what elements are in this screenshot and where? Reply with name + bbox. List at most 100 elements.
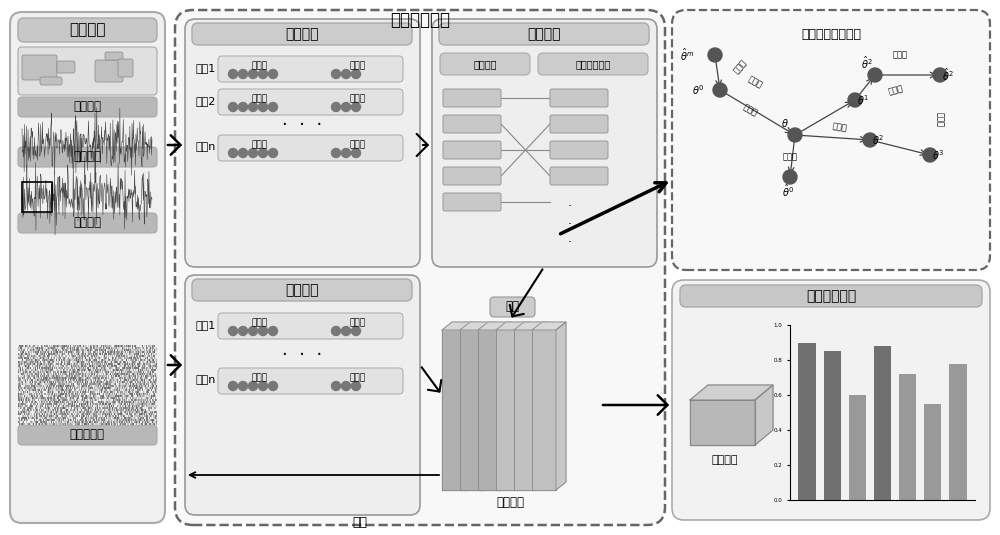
Text: 查询集: 查询集 xyxy=(746,74,764,90)
Text: 任务n: 任务n xyxy=(196,375,216,385)
Polygon shape xyxy=(478,330,502,490)
Circle shape xyxy=(352,326,360,335)
Text: 任务排序: 任务排序 xyxy=(527,27,561,41)
Circle shape xyxy=(923,148,937,162)
FancyBboxPatch shape xyxy=(550,89,608,107)
FancyBboxPatch shape xyxy=(40,77,62,85)
Circle shape xyxy=(258,103,268,111)
Circle shape xyxy=(352,103,360,111)
FancyBboxPatch shape xyxy=(443,141,501,159)
FancyBboxPatch shape xyxy=(218,313,403,339)
Text: 支持集: 支持集 xyxy=(732,58,748,75)
Polygon shape xyxy=(514,330,538,490)
Circle shape xyxy=(708,48,722,62)
Text: 查询集: 查询集 xyxy=(350,141,366,149)
Circle shape xyxy=(239,381,248,391)
Circle shape xyxy=(228,149,238,157)
Circle shape xyxy=(332,381,340,391)
Circle shape xyxy=(342,381,351,391)
Text: ·
·
·: · · · xyxy=(568,201,572,249)
Text: 微调: 微调 xyxy=(352,516,368,530)
FancyBboxPatch shape xyxy=(680,285,982,307)
FancyBboxPatch shape xyxy=(218,89,403,115)
Polygon shape xyxy=(755,385,773,445)
Circle shape xyxy=(239,326,248,335)
Text: 支持集: 支持集 xyxy=(252,62,268,71)
Circle shape xyxy=(352,70,360,79)
Text: 支持集: 支持集 xyxy=(252,318,268,327)
Text: 元学习器: 元学习器 xyxy=(496,496,524,509)
Polygon shape xyxy=(442,322,476,330)
Text: 任务1: 任务1 xyxy=(196,320,216,330)
Polygon shape xyxy=(460,322,494,330)
Text: 数据分割: 数据分割 xyxy=(73,217,101,230)
Text: 查询集: 查询集 xyxy=(350,62,366,71)
Circle shape xyxy=(268,103,278,111)
FancyBboxPatch shape xyxy=(192,23,412,45)
Circle shape xyxy=(783,170,797,184)
Text: 故障诊断结果: 故障诊断结果 xyxy=(806,289,856,303)
FancyBboxPatch shape xyxy=(105,52,123,60)
Circle shape xyxy=(268,149,278,157)
Text: 查询集: 查询集 xyxy=(350,318,366,327)
Text: 任务1: 任务1 xyxy=(196,63,216,73)
Text: ·  ·  ·: · · · xyxy=(282,116,322,134)
Circle shape xyxy=(228,326,238,335)
Text: 任务2: 任务2 xyxy=(196,96,216,106)
FancyBboxPatch shape xyxy=(550,167,608,185)
Circle shape xyxy=(933,68,947,82)
FancyBboxPatch shape xyxy=(185,275,420,515)
Circle shape xyxy=(228,381,238,391)
Polygon shape xyxy=(496,322,530,330)
Circle shape xyxy=(258,149,268,157)
Text: $\theta^3$: $\theta^3$ xyxy=(932,148,944,162)
FancyBboxPatch shape xyxy=(538,53,648,75)
Text: 故障诊断过程: 故障诊断过程 xyxy=(390,11,450,29)
Circle shape xyxy=(352,381,360,391)
Circle shape xyxy=(248,381,258,391)
Text: 任务n: 任务n xyxy=(196,142,216,152)
Text: 测试任务: 测试任务 xyxy=(285,283,319,297)
FancyBboxPatch shape xyxy=(439,23,649,45)
FancyBboxPatch shape xyxy=(443,115,501,133)
Circle shape xyxy=(713,83,727,97)
Text: 支持集: 支持集 xyxy=(252,373,268,383)
Polygon shape xyxy=(514,322,548,330)
FancyBboxPatch shape xyxy=(18,147,157,167)
Polygon shape xyxy=(690,400,755,445)
Text: 支持集: 支持集 xyxy=(252,141,268,149)
Circle shape xyxy=(258,70,268,79)
Polygon shape xyxy=(690,385,773,400)
FancyBboxPatch shape xyxy=(490,297,535,317)
FancyBboxPatch shape xyxy=(672,10,990,270)
Text: $\theta^2$: $\theta^2$ xyxy=(872,133,884,147)
Polygon shape xyxy=(478,322,512,330)
Text: $\theta^0$: $\theta^0$ xyxy=(692,83,704,97)
Text: 支持集: 支持集 xyxy=(832,121,848,133)
Bar xyxy=(22,182,52,212)
FancyBboxPatch shape xyxy=(218,368,403,394)
Text: 故障设备: 故障设备 xyxy=(73,101,101,113)
FancyBboxPatch shape xyxy=(57,61,75,73)
Text: $\hat{\theta}^0$: $\hat{\theta}^0$ xyxy=(782,183,794,199)
Text: 随机顺序: 随机顺序 xyxy=(473,59,497,69)
FancyBboxPatch shape xyxy=(218,135,403,161)
Circle shape xyxy=(788,128,802,142)
FancyBboxPatch shape xyxy=(443,193,501,211)
FancyBboxPatch shape xyxy=(118,59,133,77)
Circle shape xyxy=(863,133,877,147)
FancyBboxPatch shape xyxy=(550,141,608,159)
Text: 查询集: 查询集 xyxy=(782,152,798,162)
Polygon shape xyxy=(460,330,484,490)
Polygon shape xyxy=(442,330,466,490)
Circle shape xyxy=(248,103,258,111)
Circle shape xyxy=(228,70,238,79)
Circle shape xyxy=(248,149,258,157)
Circle shape xyxy=(248,326,258,335)
Text: 数据预处理: 数据预处理 xyxy=(70,429,104,441)
FancyBboxPatch shape xyxy=(443,167,501,185)
Circle shape xyxy=(258,381,268,391)
FancyBboxPatch shape xyxy=(95,60,123,82)
FancyBboxPatch shape xyxy=(18,97,157,117)
Text: 原始数据: 原始数据 xyxy=(73,150,101,164)
